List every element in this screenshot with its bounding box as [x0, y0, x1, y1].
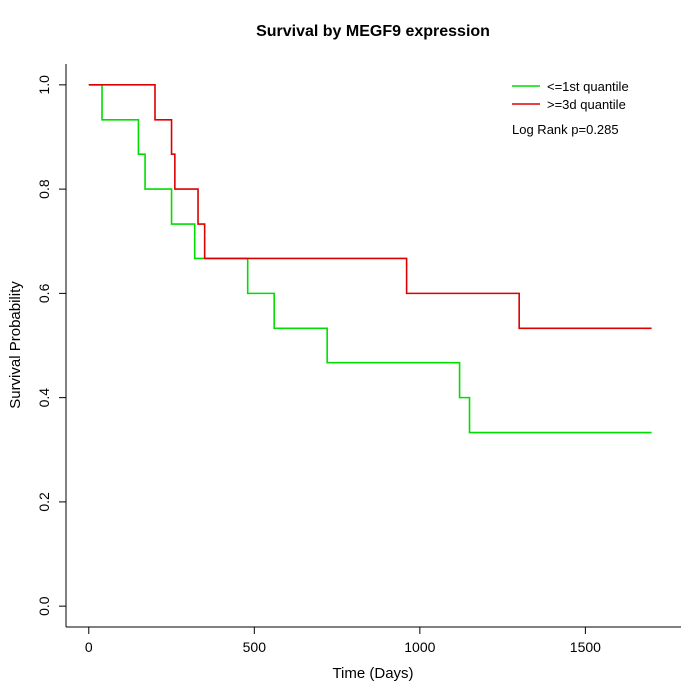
chart-title: Survival by MEGF9 expression — [256, 23, 490, 40]
x-tick-label: 1000 — [404, 639, 435, 655]
x-tick-label: 500 — [243, 639, 267, 655]
series-lines — [88, 84, 652, 434]
legend-label-first-quantile: <=1st quantile — [547, 79, 629, 94]
y-tick-label: 0.6 — [36, 283, 52, 303]
legend-key-lines — [512, 85, 540, 105]
axes: 0 500 1000 1500 0.0 0.2 0.4 0.6 0.8 1.0 — [36, 64, 681, 655]
legend: <=1st quantile >=3d quantile Log Rank p=… — [512, 79, 629, 137]
legend-label-third-quantile: >=3d quantile — [547, 97, 626, 112]
x-tick-label: 0 — [85, 639, 93, 655]
y-axis-label: Survival Probability — [7, 281, 24, 409]
y-tick-label: 1.0 — [36, 75, 52, 95]
y-tick-label: 0.2 — [36, 492, 52, 512]
log-rank-annotation: Log Rank p=0.285 — [512, 122, 619, 137]
x-axis-label: Time (Days) — [332, 665, 413, 682]
x-tick-label: 1500 — [570, 639, 601, 655]
y-tick-label: 0.4 — [36, 388, 52, 408]
series-line-1 — [88, 84, 652, 330]
y-tick-label: 0.0 — [36, 596, 52, 616]
y-tick-label: 0.8 — [36, 179, 52, 199]
